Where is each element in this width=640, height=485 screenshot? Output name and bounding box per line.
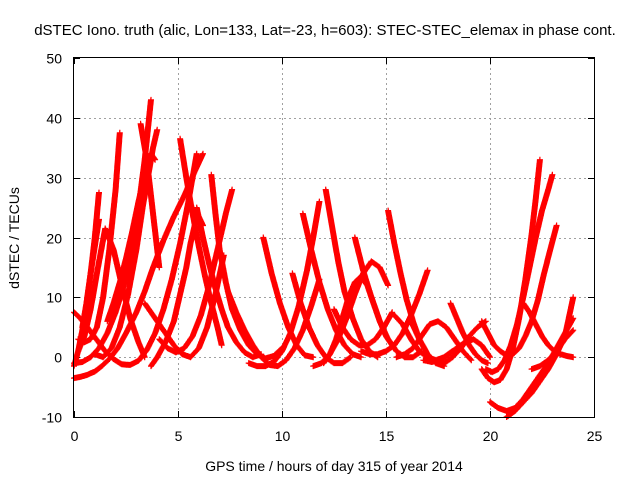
arc-markers [245,198,323,370]
y-tick-label: -10 [42,410,62,426]
arc-markers [177,135,225,349]
y-tick-label: 0 [54,350,62,366]
arc-markers [322,186,381,361]
x-axis-label: GPS time / hours of day 315 of year 2014 [205,458,463,474]
arc-arc-30 [393,318,475,364]
arc-markers [260,234,317,361]
plot-frame [73,57,595,418]
arc-arc-19 [260,234,317,361]
y-axis-label: dSTEC / TECUs [6,187,22,289]
arc-arc-18 [245,198,323,370]
arc-arc-07 [79,216,102,331]
arc-arc-27 [358,267,431,358]
y-tick-label: 30 [46,171,62,187]
x-tick-label: 25 [587,428,603,444]
arc-arc-14 [177,135,225,349]
x-tick-label: 0 [71,428,79,444]
arc-arc-36 [478,222,560,359]
arc-markers [420,336,493,365]
y-tick-label: 50 [46,51,62,67]
x-tick-label: 15 [379,428,395,444]
arc-markers [75,129,123,346]
arc-arc-10 [137,120,163,271]
arc-markers [478,222,560,359]
arc-markers [358,267,431,358]
arc-arc-33 [447,300,491,367]
data-points [71,96,577,420]
x-tick-label: 20 [483,428,499,444]
y-tick-label: 20 [46,231,62,247]
arc-markers [79,216,102,331]
arc-arc-24 [322,186,381,361]
arc-arc-15 [193,204,265,361]
arc-arc-35 [482,171,556,376]
arc-arc-05 [75,129,123,346]
arc-markers [193,204,265,361]
arc-arc-40 [528,327,577,373]
arc-markers [447,300,491,367]
x-tick-label: 10 [275,428,291,444]
arc-arc-32 [420,336,493,365]
chart-title: dSTEC Iono. truth (alic, Lon=133, Lat=-2… [34,22,616,39]
arc-markers [137,120,163,271]
y-tick-label: 40 [46,111,62,127]
arc-markers [393,318,475,364]
x-tick-label: 5 [175,428,183,444]
arc-markers [482,171,556,376]
arc-markers [528,327,577,373]
y-tick-label: 10 [46,290,62,306]
